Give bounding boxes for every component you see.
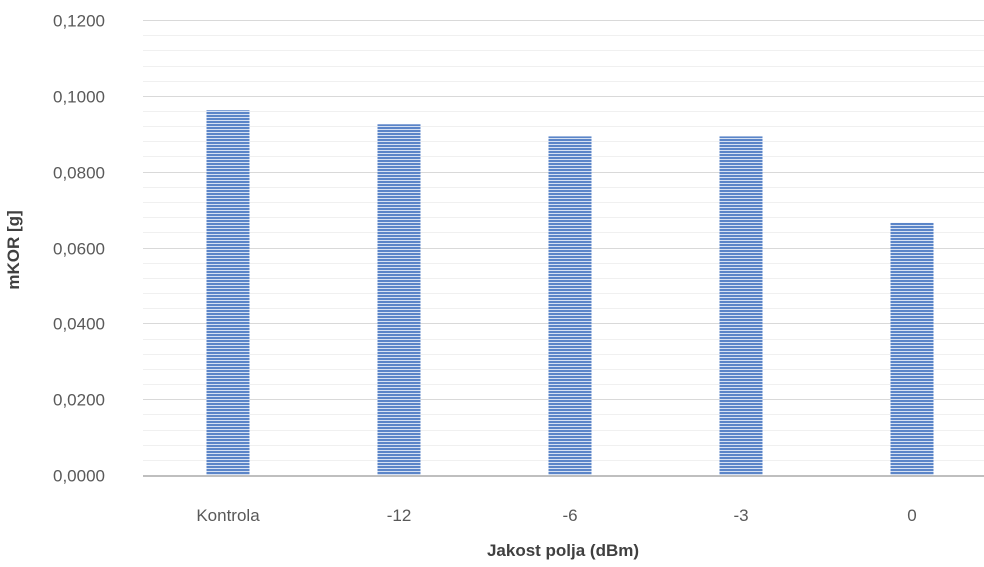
x-tick-label: -6 xyxy=(562,506,577,525)
x-axis-title: Jakost polja (dBm) xyxy=(487,541,639,560)
x-tick-label: -3 xyxy=(733,506,748,525)
y-tick-label: 0,1000 xyxy=(53,88,105,107)
y-tick-label: 0,1200 xyxy=(53,12,105,31)
bars xyxy=(206,110,934,475)
y-tick-label: 0,0400 xyxy=(53,315,105,334)
y-tick-label: 0,0600 xyxy=(53,240,105,259)
x-tick-label: -12 xyxy=(387,506,412,525)
bar xyxy=(890,222,934,475)
x-tick-label: Kontrola xyxy=(196,506,260,525)
bar xyxy=(206,110,250,475)
x-axis-tick-labels: Kontrola -12 -6 -3 0 xyxy=(196,506,916,525)
bar xyxy=(548,136,592,475)
bar xyxy=(719,136,763,475)
x-tick-label: 0 xyxy=(907,506,916,525)
y-tick-label: 0,0200 xyxy=(53,391,105,410)
y-tick-label: 0,0000 xyxy=(53,467,105,486)
bar xyxy=(377,124,421,475)
y-tick-label: 0,0800 xyxy=(53,164,105,183)
y-axis-title: mKOR [g] xyxy=(4,210,23,289)
y-axis-tick-labels: 0,0000 0,0200 0,0400 0,0600 0,0800 0,1000 0,12… xyxy=(53,12,105,486)
